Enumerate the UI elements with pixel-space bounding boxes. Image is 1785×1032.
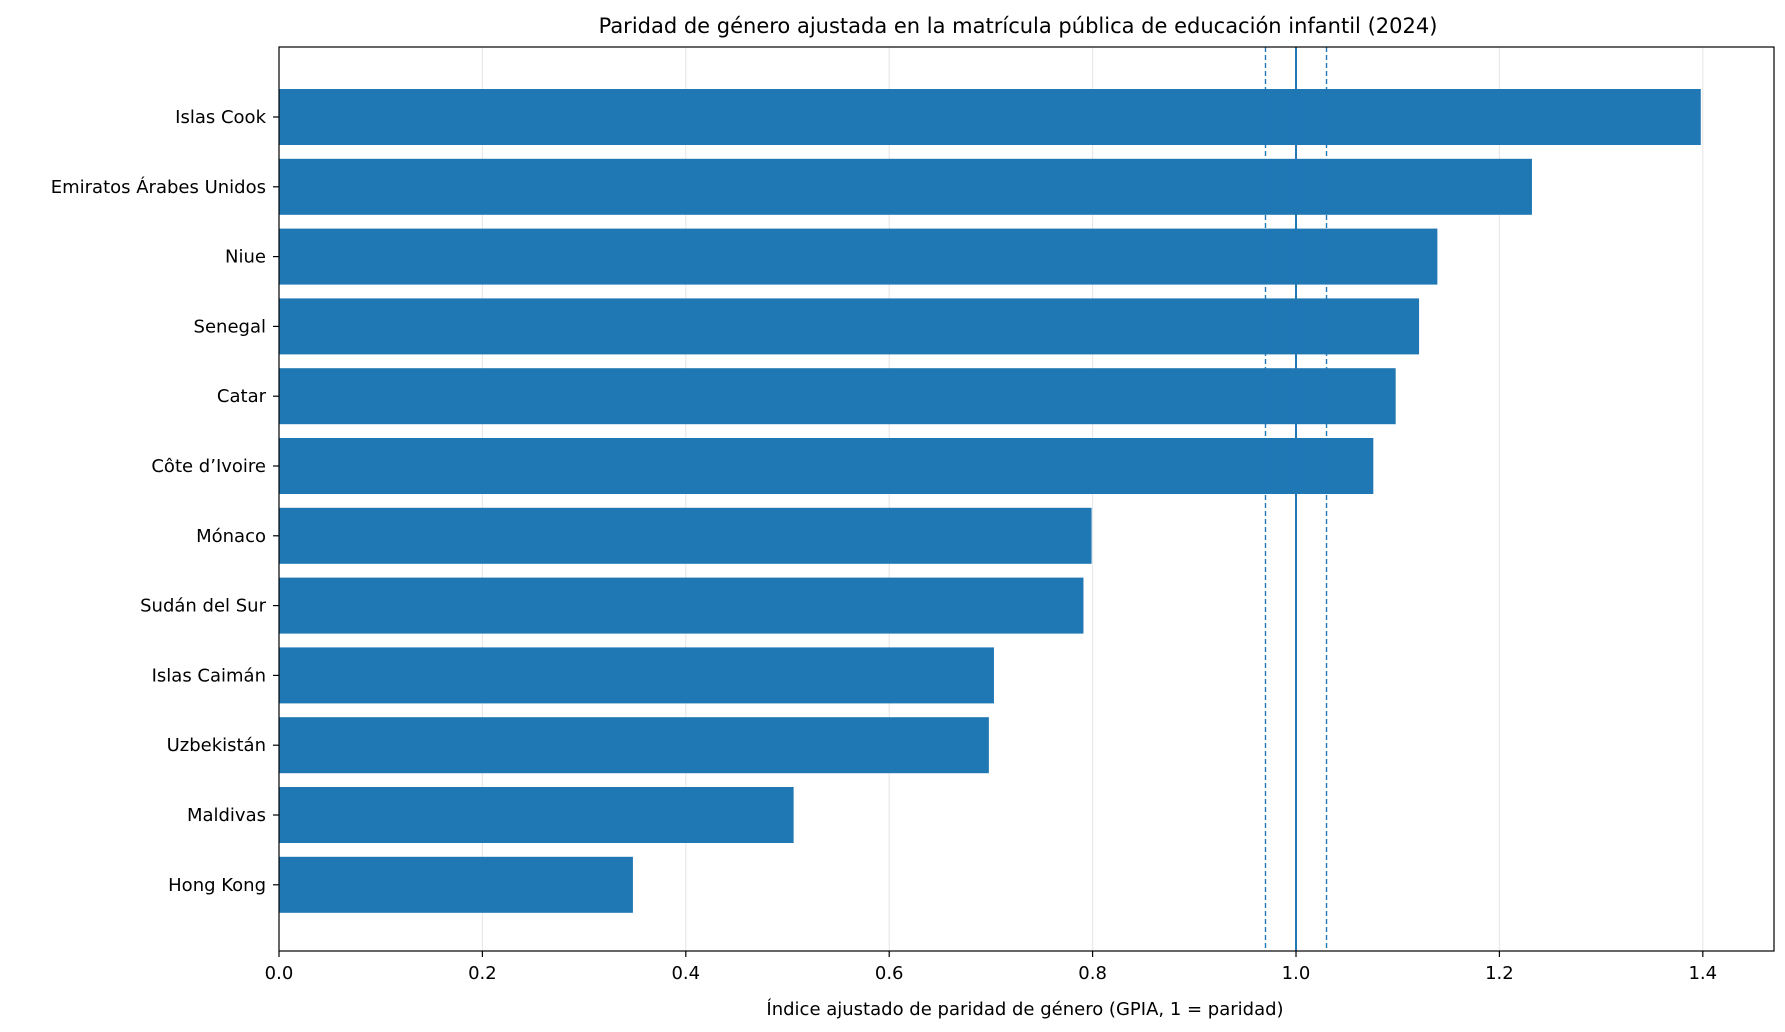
- bar-7: [279, 577, 1084, 634]
- x-axis-label: Índice ajustado de paridad de género (GP…: [766, 998, 1283, 1020]
- x-tick-label-7: 1.4: [1688, 963, 1717, 984]
- bar-10: [279, 787, 794, 843]
- x-tick-label-3: 0.6: [875, 963, 904, 984]
- bar-6: [279, 507, 1092, 564]
- x-tick-label-5: 1.0: [1282, 963, 1311, 984]
- y-tick-label-0: Islas Cook: [175, 107, 266, 128]
- bar-4: [279, 368, 1396, 425]
- plot-frame: [278, 46, 1775, 952]
- y-tick-label-10: Maldivas: [187, 805, 266, 826]
- x-axis-ticks: 0.0 0.2 0.4 0.6 0.8 1.0 1.2 1.4: [265, 951, 1717, 984]
- y-tick-label-6: Mónaco: [196, 526, 266, 547]
- bar-5: [279, 438, 1374, 494]
- y-tick-label-5: Côte d’Ivoire: [151, 456, 266, 477]
- bar-0: [279, 89, 1701, 145]
- y-axis-ticks: Islas Cook Emiratos Árabes Unidos Niue Sene…: [51, 107, 279, 896]
- x-tick-label-2: 0.4: [671, 963, 700, 984]
- x-tick-label-6: 1.2: [1485, 963, 1514, 984]
- y-tick-label-8: Islas Caimán: [152, 665, 266, 686]
- bar-8: [279, 647, 994, 704]
- bar-11: [279, 856, 633, 913]
- reference-lines: [1264, 47, 1328, 951]
- bar-3: [279, 298, 1420, 355]
- x-tick-label-1: 0.2: [468, 963, 497, 984]
- bar-2: [279, 228, 1438, 285]
- x-tick-label-0: 0.0: [265, 963, 294, 984]
- y-tick-label-3: Senegal: [194, 316, 266, 337]
- bars: [279, 89, 1701, 913]
- y-tick-label-1: Emiratos Árabes Unidos: [51, 176, 266, 198]
- y-tick-label-7: Sudán del Sur: [140, 596, 266, 617]
- bar-9: [279, 717, 989, 774]
- y-tick-label-4: Catar: [217, 386, 267, 407]
- y-tick-label-9: Uzbekistán: [167, 735, 266, 756]
- bar-1: [279, 158, 1532, 215]
- y-tick-label-2: Niue: [225, 247, 266, 268]
- chart-title: Paridad de género ajustada en la matrícu…: [599, 14, 1438, 38]
- x-tick-label-4: 0.8: [1078, 963, 1107, 984]
- y-tick-label-11: Hong Kong: [168, 875, 266, 896]
